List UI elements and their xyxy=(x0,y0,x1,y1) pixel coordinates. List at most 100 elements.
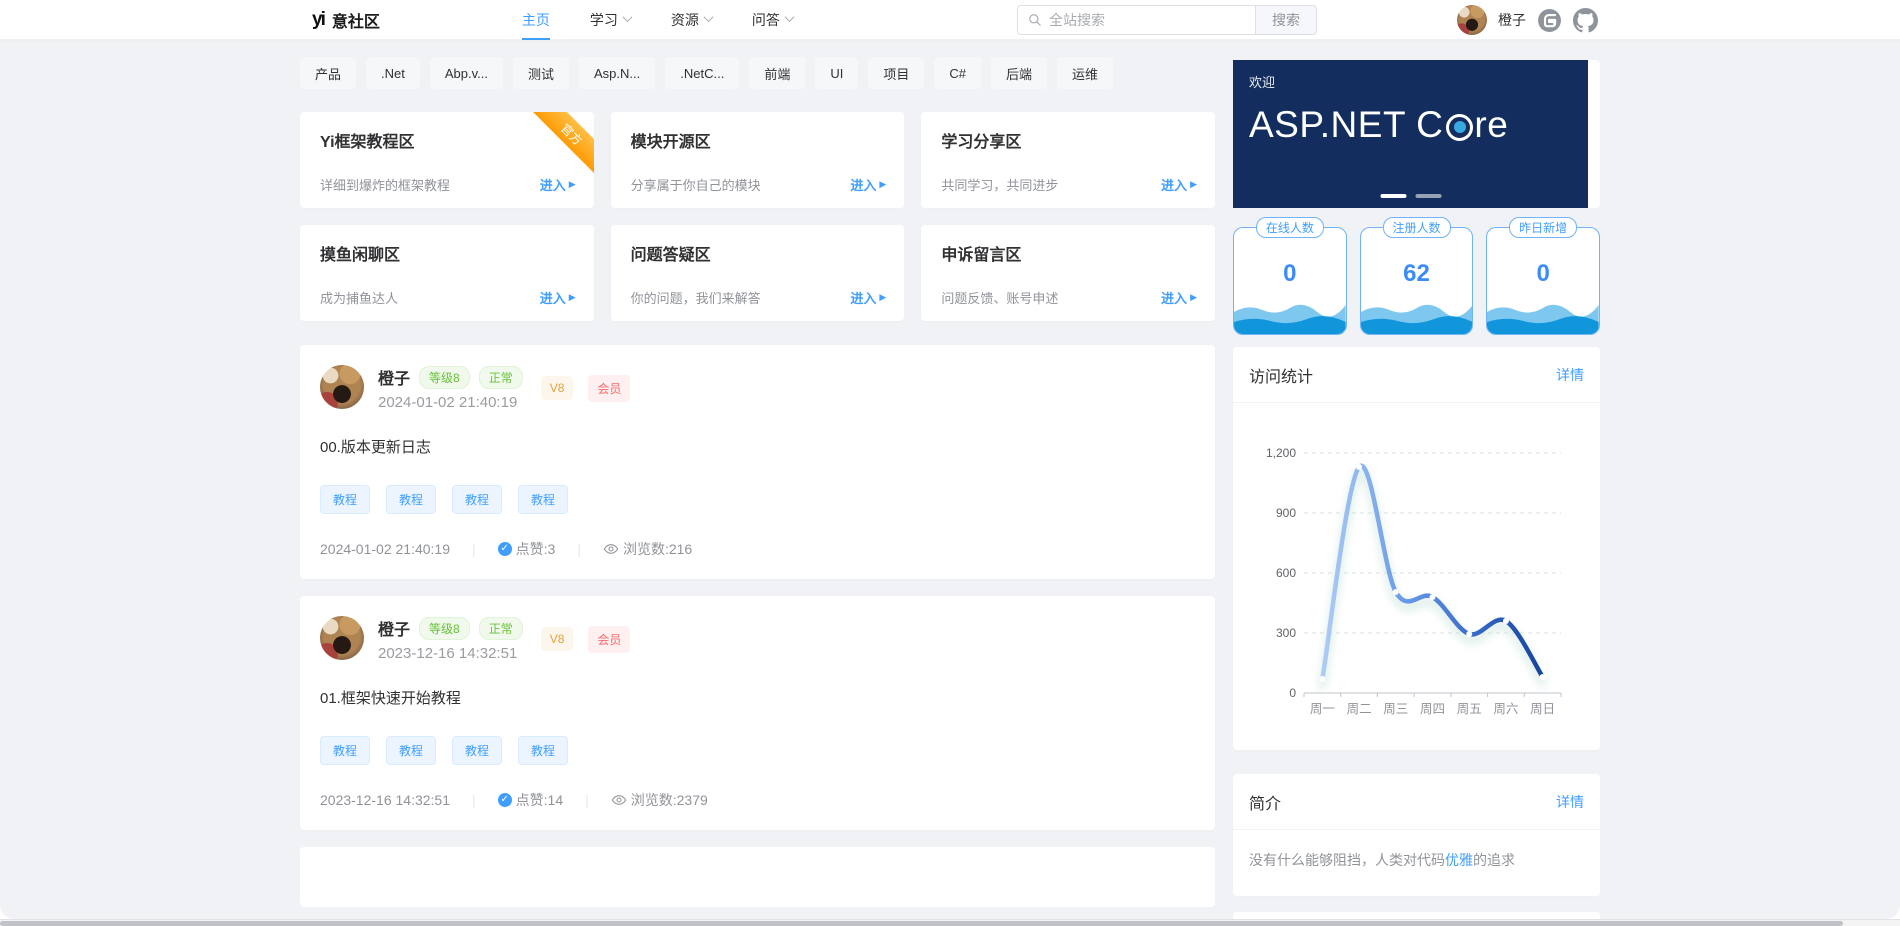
enter-link[interactable]: 进入 ▶ xyxy=(539,178,576,193)
nav-item-resources[interactable]: 资源 xyxy=(671,0,714,40)
divider: | xyxy=(577,541,581,557)
stat-card-online: 在线人数 0 xyxy=(1233,217,1347,335)
vip-badge: V8 xyxy=(540,376,574,400)
visit-stats-card: 访问统计 详情 0 300 600 900 1,200 周一 周二 周三 周四 周五 周六 xyxy=(1233,347,1600,750)
tag-filter[interactable]: 测试 xyxy=(512,57,569,89)
status-badge: 正常 xyxy=(478,365,523,389)
post-author[interactable]: 橙子 xyxy=(378,622,411,639)
zone-card-learning[interactable]: 学习分享区 共同学习，共同进步 进入 ▶ xyxy=(921,112,1215,208)
tag-filter[interactable]: Asp.N... xyxy=(579,57,656,89)
horizontal-scrollbar[interactable] xyxy=(0,919,1900,926)
tag-filter[interactable]: UI xyxy=(815,57,859,89)
post-tag[interactable]: 教程 xyxy=(452,736,503,765)
tag-filter[interactable]: 产品 xyxy=(300,57,357,89)
carousel-dot[interactable] xyxy=(1380,194,1406,198)
tag-filter[interactable]: C# xyxy=(934,57,981,89)
carousel-dot[interactable] xyxy=(1415,194,1441,198)
enter-link[interactable]: 进入 ▶ xyxy=(850,178,887,193)
enter-link[interactable]: 进入 ▶ xyxy=(850,291,887,306)
zone-card-qa[interactable]: 问题答疑区 你的问题，我们来解答 进入 ▶ xyxy=(610,225,905,321)
view-count: 浏览数:216 xyxy=(622,541,693,557)
brand-logo[interactable]: yi 意社区 xyxy=(312,8,380,32)
zone-card-modules[interactable]: 模块开源区 分享属于你自己的模块 进入 ▶ xyxy=(610,112,905,208)
nav-item-home[interactable]: 主页 xyxy=(522,0,550,40)
side-card-partial xyxy=(1233,912,1600,919)
nav-item-qa[interactable]: 问答 xyxy=(752,0,795,40)
zone-title: Yi框架教程区 xyxy=(320,134,415,151)
post-tag[interactable]: 教程 xyxy=(452,485,503,514)
tag-filter-row: 产品 .Net Abp.v... 测试 Asp.N... .NetC... 前端… xyxy=(300,57,1215,89)
zone-title: 问题答疑区 xyxy=(630,247,711,264)
play-icon: ▶ xyxy=(568,292,576,302)
like-count: 点赞:3 xyxy=(515,541,556,557)
post-title[interactable]: 01.框架快速开始教程 xyxy=(320,690,461,707)
scrollbar-thumb[interactable] xyxy=(0,921,1843,926)
post-card[interactable]: 橙子 等级8 正常 2024-01-02 21:40:19 V8 会员 00.版… xyxy=(300,345,1215,579)
post-tag[interactable]: 教程 xyxy=(320,736,371,765)
zone-desc: 成为捕鱼达人 xyxy=(320,291,399,306)
play-icon: ▶ xyxy=(1190,292,1197,302)
intro-highlight[interactable]: 优雅 xyxy=(1445,852,1473,868)
avatar[interactable] xyxy=(320,616,364,660)
nav-item-learn[interactable]: 学习 xyxy=(590,0,633,40)
brand-title: 意社区 xyxy=(331,14,380,31)
eye-icon xyxy=(611,795,627,805)
details-link[interactable]: 详情 xyxy=(1556,793,1584,810)
details-link[interactable]: 详情 xyxy=(1556,366,1584,383)
enter-link[interactable]: 进入 ▶ xyxy=(1161,178,1197,193)
search-input[interactable] xyxy=(1049,12,1245,28)
wave-decoration xyxy=(1234,296,1346,334)
visit-chart: 0 300 600 900 1,200 周一 周二 周三 周四 周五 周六 周日 xyxy=(1266,446,1562,716)
play-icon: ▶ xyxy=(1190,179,1197,189)
tag-filter[interactable]: 项目 xyxy=(868,57,925,89)
zone-card-chat[interactable]: 摸鱼闲聊区 成为捕鱼达人 进入 ▶ xyxy=(300,225,594,321)
user-name[interactable]: 橙子 xyxy=(1498,12,1526,28)
post-author[interactable]: 橙子 xyxy=(378,371,411,388)
zone-desc: 分享属于你自己的模块 xyxy=(630,178,761,193)
intro-card: 简介 详情 没有什么能够阻挡，人类对代码优雅的追求 xyxy=(1233,774,1600,896)
post-tag[interactable]: 教程 xyxy=(518,485,569,514)
post-tag[interactable]: 教程 xyxy=(386,485,437,514)
post-tag[interactable]: 教程 xyxy=(386,736,437,765)
level-badge: 等级8 xyxy=(419,365,470,389)
chevron-down-icon xyxy=(784,12,795,23)
search-button[interactable]: 搜索 xyxy=(1255,5,1317,35)
vip-badge: V8 xyxy=(540,627,574,651)
github-icon[interactable] xyxy=(1573,7,1598,33)
enter-link[interactable]: 进入 ▶ xyxy=(1161,291,1197,306)
avatar[interactable] xyxy=(320,365,364,409)
tag-filter[interactable]: 运维 xyxy=(1057,57,1114,89)
gitee-icon[interactable] xyxy=(1537,8,1562,33)
svg-text:1,200: 1,200 xyxy=(1266,446,1296,460)
tag-filter[interactable]: .Net xyxy=(366,57,420,89)
svg-text:周五: 周五 xyxy=(1457,702,1482,716)
tag-filter[interactable]: 后端 xyxy=(990,57,1047,89)
divider xyxy=(1233,402,1600,403)
avatar[interactable] xyxy=(1457,5,1487,35)
tag-filter[interactable]: .NetC... xyxy=(665,57,740,89)
visit-stats-title: 访问统计 xyxy=(1249,368,1314,386)
divider: | xyxy=(472,541,476,557)
tag-filter[interactable]: Abp.v... xyxy=(429,57,503,89)
logo-icon: yi xyxy=(312,9,326,30)
post-tag[interactable]: 教程 xyxy=(320,485,371,514)
zone-desc: 问题反馈、账号申述 xyxy=(941,291,1059,306)
main-nav: 主页 学习 资源 问答 xyxy=(522,0,795,40)
zone-card-framework[interactable]: Yi框架教程区 官方 详细到爆炸的框架教程 进入 ▶ xyxy=(300,112,594,208)
zone-desc: 详细到爆炸的框架教程 xyxy=(320,178,451,193)
status-badge: 正常 xyxy=(478,616,523,640)
post-datetime: 2023-12-16 14:32:51 xyxy=(378,645,518,662)
post-footer-date: 2024-01-02 21:40:19 xyxy=(320,541,450,557)
post-title[interactable]: 00.版本更新日志 xyxy=(320,439,431,456)
wave-decoration xyxy=(1487,296,1600,334)
view-count: 浏览数:2379 xyxy=(630,792,708,808)
zone-title: 申诉留言区 xyxy=(941,247,1022,264)
zone-title: 模块开源区 xyxy=(630,134,711,151)
zone-card-appeal[interactable]: 申诉留言区 问题反馈、账号申述 进入 ▶ xyxy=(921,225,1215,321)
enter-link[interactable]: 进入 ▶ xyxy=(539,291,576,306)
post-tag[interactable]: 教程 xyxy=(518,736,569,765)
tag-filter[interactable]: 前端 xyxy=(749,57,806,89)
post-card[interactable]: 橙子 等级8 正常 2023-12-16 14:32:51 V8 会员 01.框… xyxy=(300,596,1215,830)
zone-title: 摸鱼闲聊区 xyxy=(320,247,401,264)
